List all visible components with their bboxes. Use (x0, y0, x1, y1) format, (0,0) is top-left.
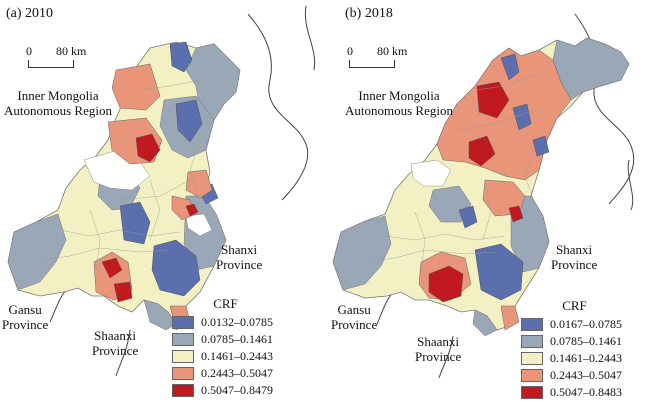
label-shaanxi: Shaanxi Province (92, 328, 139, 358)
legend-label: 0.0785–0.1461 (201, 332, 273, 346)
legend-title: CRF (562, 298, 587, 313)
legend-label: 0.0132–0.0785 (201, 315, 273, 329)
legend: CRF 0.0132–0.0785 0.0785–0.1461 0.1461–0… (172, 296, 273, 399)
choropleth-map-2010 (7, 5, 316, 377)
scale-zero: 0 (26, 44, 32, 58)
legend-item: 0.5047–0.8483 (521, 384, 622, 401)
legend-item: 0.0785–0.1461 (172, 331, 273, 348)
legend-swatch (521, 318, 543, 331)
legend-swatch (521, 386, 543, 399)
label-inner-mongolia: Inner Mongolia Autonomous Region (4, 88, 112, 118)
legend-label: 0.5047–0.8483 (550, 385, 622, 399)
scale-bar-line (349, 60, 395, 68)
legend-swatch (521, 369, 543, 382)
legend-item: 0.0132–0.0785 (172, 314, 273, 331)
panel-title: (a) 2010 (6, 6, 54, 21)
legend-label: 0.2443–0.5047 (201, 366, 273, 380)
map-panel-2010: (a) 2010 0 80 km Inner Mongolia Autonomo… (2, 5, 316, 399)
scale-zero: 0 (347, 44, 353, 58)
scale-bar-line (28, 60, 74, 68)
label-shanxi: Shanxi Province (216, 242, 263, 272)
scale-distance: 80 km (56, 44, 87, 58)
scale-distance: 80 km (377, 44, 408, 58)
legend-label: 0.5047–0.8479 (201, 383, 273, 397)
scale-bar: 0 80 km (26, 44, 96, 74)
legend-item: 0.0167–0.0785 (521, 316, 622, 333)
legend-item: 0.2443–0.5047 (172, 365, 273, 382)
legend-swatch (521, 352, 543, 365)
legend: CRF 0.0167–0.0785 0.0785–0.1461 0.1461–0… (521, 298, 622, 401)
legend-title: CRF (213, 296, 238, 311)
legend-item: 0.2443–0.5047 (521, 367, 622, 384)
legend-item: 0.0785–0.1461 (521, 333, 622, 350)
legend-swatch (172, 384, 194, 397)
legend-swatch (521, 335, 543, 348)
legend-swatch (172, 367, 194, 380)
choropleth-map-2018 (332, 13, 635, 379)
map-panel-2018: (b) 2018 0 80 km Inner Mongolia Autonomo… (325, 0, 650, 408)
legend-item: 0.1461–0.2443 (172, 348, 273, 365)
legend-item: 0.5047–0.8479 (172, 382, 273, 399)
legend-swatch (172, 333, 194, 346)
legend-label: 0.2443–0.5047 (550, 368, 622, 382)
legend-label: 0.1461–0.2443 (550, 351, 622, 365)
label-shanxi: Shanxi Province (551, 242, 598, 272)
label-gansu: Gansu Province (331, 302, 378, 332)
legend-label: 0.1461–0.2443 (201, 349, 273, 363)
label-inner-mongolia: Inner Mongolia Autonomous Region (345, 88, 453, 118)
legend-swatch (172, 316, 194, 329)
legend-swatch (172, 350, 194, 363)
legend-label: 0.0167–0.0785 (550, 317, 622, 331)
label-shaanxi: Shaanxi Province (415, 334, 462, 364)
scale-bar: 0 80 km (347, 44, 417, 74)
legend-label: 0.0785–0.1461 (550, 334, 622, 348)
label-gansu: Gansu Province (2, 302, 49, 332)
legend-item: 0.1461–0.2443 (521, 350, 622, 367)
panel-title: (b) 2018 (345, 6, 393, 21)
